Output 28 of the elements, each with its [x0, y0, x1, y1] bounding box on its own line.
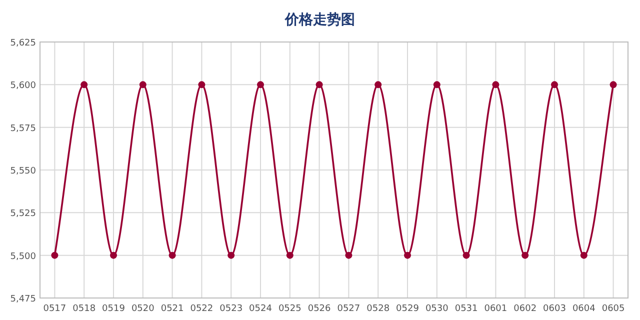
y-tick-label: 5,500: [10, 252, 36, 262]
x-tick-label: 0519: [102, 304, 126, 314]
x-tick-label: 0530: [425, 304, 449, 314]
x-tick-label: 0604: [572, 304, 596, 314]
x-tick-label: 0517: [43, 304, 66, 314]
x-tick-label: 0531: [454, 304, 478, 314]
x-tick-label: 0523: [220, 304, 243, 314]
x-tick-label: 0520: [131, 304, 155, 314]
y-tick-label: 5,600: [10, 81, 36, 92]
x-tick-label: 0526: [308, 304, 332, 314]
y-tick-label: 5,625: [10, 38, 36, 48]
x-tick-label: 0521: [160, 304, 184, 314]
x-tick-label: 0522: [190, 304, 214, 314]
x-tick-label: 0602: [514, 304, 537, 314]
y-tick-label: 5,575: [10, 124, 36, 134]
y-tick-label: 5,525: [10, 209, 36, 220]
x-tick-label: 0529: [396, 304, 420, 314]
x-tick-label: 0525: [278, 304, 302, 314]
x-tick-label: 0524: [249, 304, 272, 314]
chart-title: 价格走势图: [284, 12, 355, 28]
x-tick-label: 0518: [72, 304, 96, 314]
x-tick-label: 0603: [543, 304, 566, 314]
y-tick-label: 5,550: [10, 166, 36, 176]
y-tick-label: 5,475: [10, 294, 36, 304]
x-tick-label: 0528: [366, 304, 390, 314]
x-tick-label: 0605: [602, 304, 625, 314]
x-tick-label: 0527: [337, 304, 360, 314]
x-tick-label: 0601: [484, 304, 508, 314]
